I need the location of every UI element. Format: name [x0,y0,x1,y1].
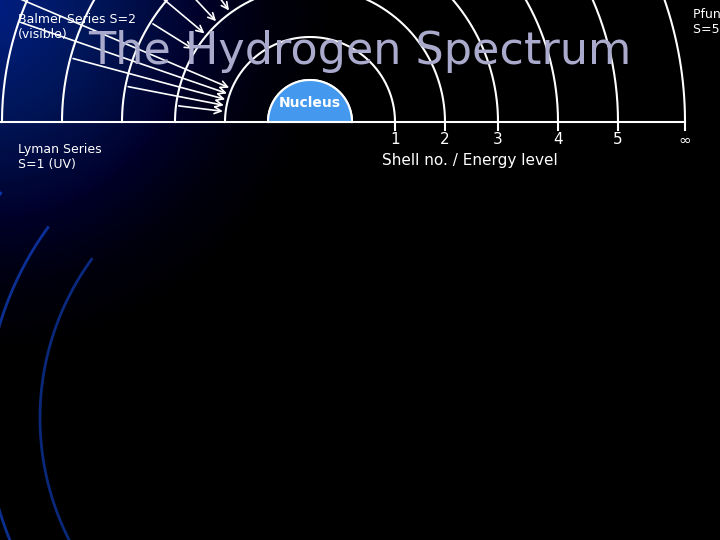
Text: 3: 3 [493,132,503,147]
Text: Shell no. / Energy level: Shell no. / Energy level [382,152,558,167]
Text: ∞: ∞ [679,132,691,147]
Text: 5: 5 [613,132,623,147]
Text: 1: 1 [390,132,400,147]
Text: The Hydrogen Spectrum: The Hydrogen Spectrum [89,30,631,73]
Text: Lyman Series
S=1 (UV): Lyman Series S=1 (UV) [18,143,102,171]
Text: 4: 4 [553,132,563,147]
Text: Balmer Series S=2
(visible): Balmer Series S=2 (visible) [18,13,136,41]
Text: Nucleus: Nucleus [279,96,341,110]
Text: Pfund Series
S=5 (IR): Pfund Series S=5 (IR) [693,8,720,36]
Polygon shape [268,80,352,122]
Text: 2: 2 [440,132,450,147]
